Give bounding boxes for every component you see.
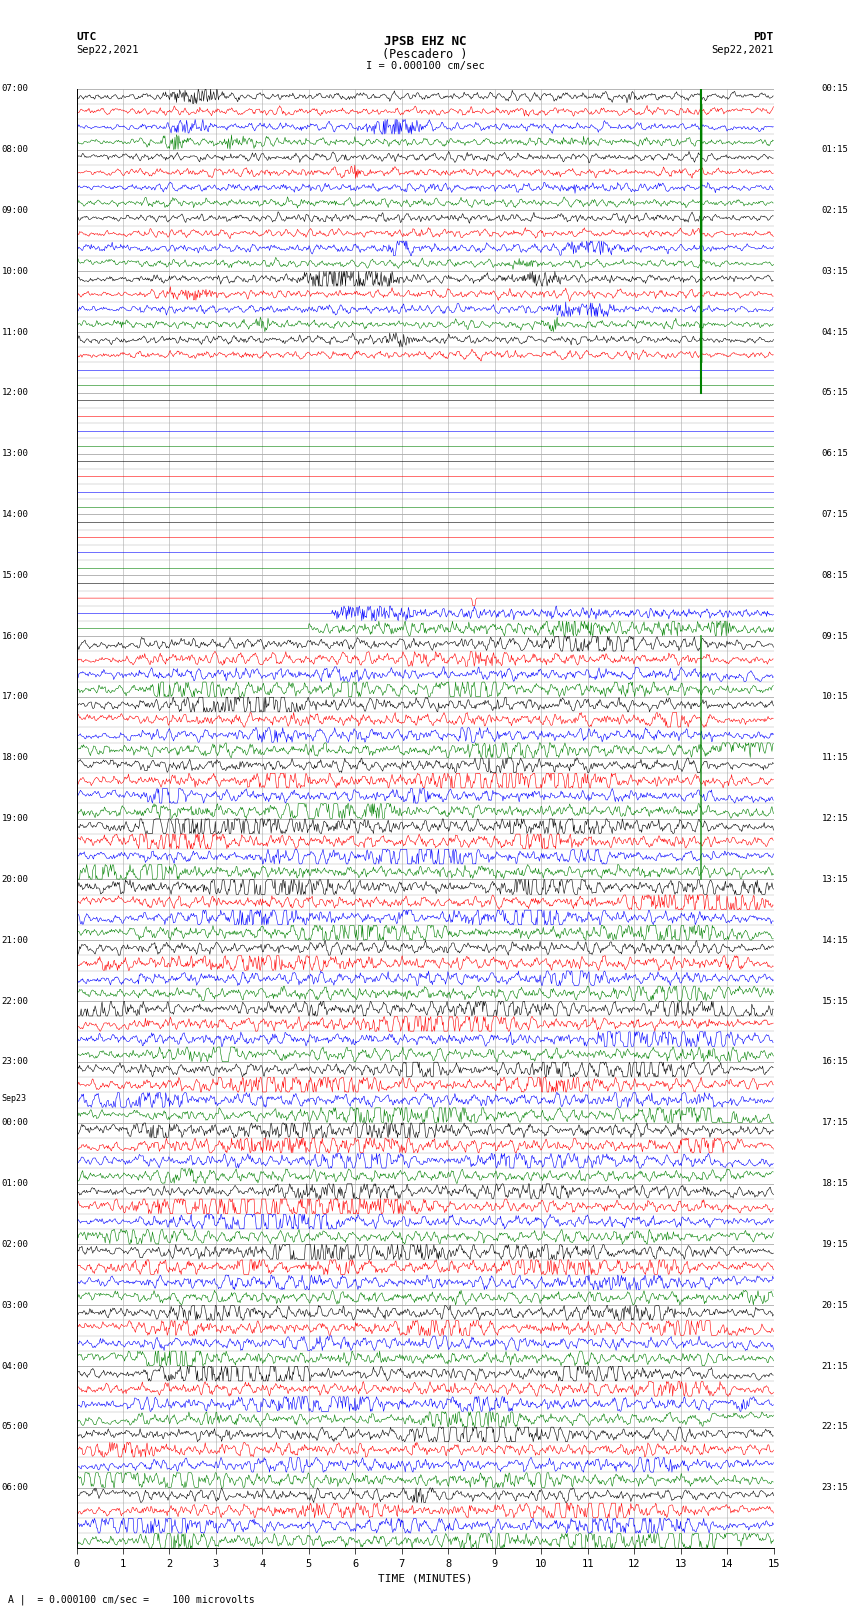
Text: 20:00: 20:00 — [2, 874, 29, 884]
Text: 09:15: 09:15 — [821, 632, 848, 640]
Text: Sep22,2021: Sep22,2021 — [711, 45, 774, 55]
Text: 10:00: 10:00 — [2, 266, 29, 276]
Text: 04:15: 04:15 — [821, 327, 848, 337]
Text: 19:00: 19:00 — [2, 815, 29, 823]
Text: (Pescadero ): (Pescadero ) — [382, 48, 468, 61]
Text: 23:00: 23:00 — [2, 1058, 29, 1066]
Text: Sep22,2021: Sep22,2021 — [76, 45, 139, 55]
Text: A |  = 0.000100 cm/sec =    100 microvolts: A | = 0.000100 cm/sec = 100 microvolts — [8, 1594, 255, 1605]
Text: 22:15: 22:15 — [821, 1423, 848, 1431]
Text: 07:15: 07:15 — [821, 510, 848, 519]
Text: 08:00: 08:00 — [2, 145, 29, 153]
Text: JPSB EHZ NC: JPSB EHZ NC — [383, 35, 467, 48]
Text: 13:00: 13:00 — [2, 448, 29, 458]
Text: 16:15: 16:15 — [821, 1058, 848, 1066]
Text: PDT: PDT — [753, 32, 774, 42]
Text: 04:00: 04:00 — [2, 1361, 29, 1371]
Text: 00:15: 00:15 — [821, 84, 848, 94]
Text: 18:15: 18:15 — [821, 1179, 848, 1189]
Text: 19:15: 19:15 — [821, 1240, 848, 1248]
Text: Sep23: Sep23 — [2, 1094, 26, 1103]
Text: 17:00: 17:00 — [2, 692, 29, 702]
Text: 01:00: 01:00 — [2, 1179, 29, 1189]
Text: 10:15: 10:15 — [821, 692, 848, 702]
Text: 02:00: 02:00 — [2, 1240, 29, 1248]
Text: 15:15: 15:15 — [821, 997, 848, 1005]
Text: 18:00: 18:00 — [2, 753, 29, 763]
Text: 14:00: 14:00 — [2, 510, 29, 519]
Text: 00:00: 00:00 — [2, 1118, 29, 1127]
Text: 14:15: 14:15 — [821, 936, 848, 945]
Text: 13:15: 13:15 — [821, 874, 848, 884]
Text: 03:00: 03:00 — [2, 1300, 29, 1310]
Text: 09:00: 09:00 — [2, 206, 29, 215]
Text: 23:15: 23:15 — [821, 1484, 848, 1492]
Text: 16:00: 16:00 — [2, 632, 29, 640]
Text: 12:15: 12:15 — [821, 815, 848, 823]
Text: 01:15: 01:15 — [821, 145, 848, 153]
Text: 12:00: 12:00 — [2, 389, 29, 397]
Text: 20:15: 20:15 — [821, 1300, 848, 1310]
Text: 05:00: 05:00 — [2, 1423, 29, 1431]
X-axis label: TIME (MINUTES): TIME (MINUTES) — [377, 1573, 473, 1582]
Text: 08:15: 08:15 — [821, 571, 848, 579]
Text: 06:00: 06:00 — [2, 1484, 29, 1492]
Text: 22:00: 22:00 — [2, 997, 29, 1005]
Text: UTC: UTC — [76, 32, 97, 42]
Text: 02:15: 02:15 — [821, 206, 848, 215]
Text: 15:00: 15:00 — [2, 571, 29, 579]
Text: 11:00: 11:00 — [2, 327, 29, 337]
Text: 21:00: 21:00 — [2, 936, 29, 945]
Text: I = 0.000100 cm/sec: I = 0.000100 cm/sec — [366, 61, 484, 71]
Text: 17:15: 17:15 — [821, 1118, 848, 1127]
Text: 05:15: 05:15 — [821, 389, 848, 397]
Text: 06:15: 06:15 — [821, 448, 848, 458]
Text: 07:00: 07:00 — [2, 84, 29, 94]
Text: 03:15: 03:15 — [821, 266, 848, 276]
Text: 21:15: 21:15 — [821, 1361, 848, 1371]
Text: 11:15: 11:15 — [821, 753, 848, 763]
